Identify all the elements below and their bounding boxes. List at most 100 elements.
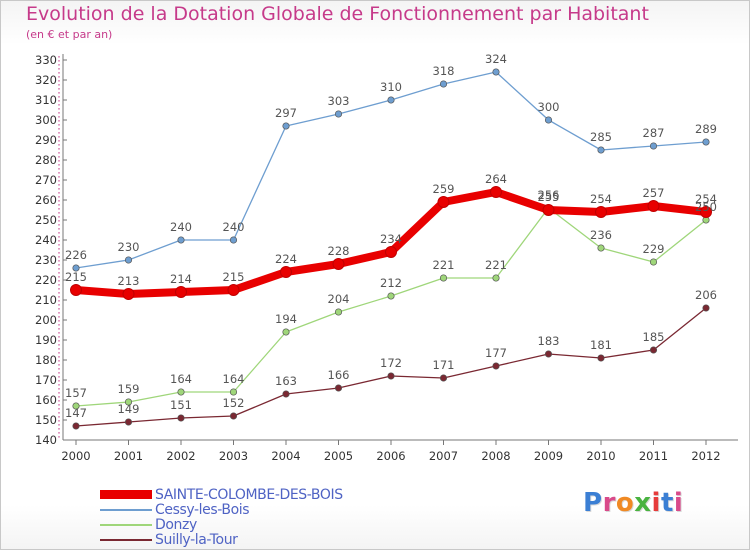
data-point-sainte-colombe-des-bois <box>122 288 135 300</box>
data-label-cessy-les-bois: 240 <box>223 220 245 234</box>
data-point-cessy-les-bois <box>229 236 238 244</box>
x-tick-label: 2009 <box>534 449 563 463</box>
data-point-donzy <box>177 388 185 396</box>
chart-subtitle: (en € et par an) <box>26 28 113 41</box>
data-point-suilly-la-tour <box>439 374 448 382</box>
data-point-suilly-la-tour <box>334 384 343 392</box>
data-point-cessy-les-bois <box>334 110 343 118</box>
y-tick-label: 150 <box>35 413 57 427</box>
data-point-sainte-colombe-des-bois <box>490 186 502 198</box>
data-point-donzy <box>72 402 80 410</box>
logo-letter: o <box>615 488 635 518</box>
series-layer <box>70 68 712 430</box>
data-label-sainte-colombe-des-bois: 259 <box>433 182 455 196</box>
logo-letter: t <box>660 488 674 518</box>
data-point-sainte-colombe-des-bois <box>332 258 345 270</box>
data-label-suilly-la-tour: 181 <box>590 338 612 352</box>
data-point-donzy <box>492 274 500 282</box>
data-label-sainte-colombe-des-bois: 257 <box>643 186 665 200</box>
data-label-cessy-les-bois: 300 <box>538 100 560 114</box>
data-label-cessy-les-bois: 310 <box>380 80 402 94</box>
x-tick-label: 2012 <box>691 449 720 463</box>
legend-item-suilly-la-tour: Suilly-la-Tour <box>100 531 238 548</box>
data-point-suilly-la-tour <box>229 412 238 420</box>
data-label-cessy-les-bois: 303 <box>328 94 350 108</box>
legend-item-cessy-les-bois: Cessy-les-Bois <box>100 501 250 518</box>
data-point-cessy-les-bois <box>124 256 133 264</box>
data-point-cessy-les-bois <box>649 142 658 150</box>
data-point-sainte-colombe-des-bois <box>542 204 555 216</box>
data-point-sainte-colombe-des-bois <box>175 286 187 298</box>
x-tick-label: 2005 <box>324 449 353 463</box>
y-tick-label: 320 <box>35 73 57 87</box>
data-point-cessy-les-bois <box>492 68 500 76</box>
data-label-suilly-la-tour: 172 <box>380 356 402 370</box>
data-point-suilly-la-tour <box>124 418 133 426</box>
y-tick-label: 160 <box>35 393 57 407</box>
data-point-suilly-la-tour <box>177 414 185 422</box>
data-point-cessy-les-bois <box>597 146 605 154</box>
data-point-suilly-la-tour <box>72 422 80 430</box>
data-label-suilly-la-tour: 163 <box>275 374 297 388</box>
data-point-donzy <box>387 292 395 300</box>
data-label-sainte-colombe-des-bois: 214 <box>170 272 192 286</box>
data-label-sainte-colombe-des-bois: 264 <box>485 172 507 186</box>
data-label-donzy: 221 <box>433 258 455 272</box>
data-label-cessy-les-bois: 285 <box>590 130 612 144</box>
data-label-donzy: 221 <box>485 258 507 272</box>
y-tick-label: 180 <box>35 353 57 367</box>
data-label-suilly-la-tour: 185 <box>643 330 665 344</box>
data-point-cessy-les-bois <box>544 116 553 124</box>
y-tick-label: 310 <box>35 93 57 107</box>
data-label-donzy: 194 <box>275 312 297 326</box>
y-tick-label: 280 <box>35 153 57 167</box>
data-point-donzy <box>439 274 448 282</box>
y-tick-label: 240 <box>35 233 57 247</box>
data-label-cessy-les-bois: 230 <box>118 240 140 254</box>
data-label-sainte-colombe-des-bois: 254 <box>590 192 612 206</box>
data-label-donzy: 229 <box>643 242 665 256</box>
legend-label: Suilly-la-Tour <box>155 531 238 548</box>
data-point-cessy-les-bois <box>282 122 290 130</box>
data-label-suilly-la-tour: 177 <box>485 346 507 360</box>
data-point-donzy <box>334 308 343 316</box>
data-label-suilly-la-tour: 147 <box>65 406 87 420</box>
data-label-sainte-colombe-des-bois: 254 <box>695 192 717 206</box>
legend-swatch <box>100 508 152 511</box>
legend-label: Cessy-les-Bois <box>155 501 250 518</box>
y-tick-label: 200 <box>35 313 57 327</box>
x-tick-label: 2007 <box>429 449 458 463</box>
legend-label: Donzy <box>155 516 197 533</box>
y-tick-label: 270 <box>35 173 57 187</box>
y-tick-label: 300 <box>35 113 57 127</box>
data-label-cessy-les-bois: 240 <box>170 220 192 234</box>
data-point-sainte-colombe-des-bois <box>280 266 292 278</box>
data-label-suilly-la-tour: 151 <box>170 398 192 412</box>
data-label-sainte-colombe-des-bois: 215 <box>223 270 245 284</box>
data-label-donzy: 256 <box>538 188 560 202</box>
data-point-sainte-colombe-des-bois <box>647 200 660 212</box>
data-label-donzy: 157 <box>65 386 87 400</box>
y-tick-label: 190 <box>35 333 57 347</box>
x-tick-label: 2003 <box>219 449 248 463</box>
data-point-cessy-les-bois <box>439 80 448 88</box>
data-label-sainte-colombe-des-bois: 255 <box>538 190 560 204</box>
legend-label: SAINTE-COLOMBE-DES-BOIS <box>155 486 343 503</box>
legend-swatch <box>100 538 152 541</box>
chart-title: Evolution de la Dotation Globale de Fonc… <box>26 3 649 25</box>
axes: 140 150 160 170 180 190 200 210 220 230 240 250 260 2… <box>35 53 738 463</box>
data-point-suilly-la-tour <box>649 346 658 354</box>
data-point-donzy <box>649 258 658 266</box>
data-label-cessy-les-bois: 318 <box>433 64 455 78</box>
data-point-donzy <box>124 398 133 406</box>
data-point-sainte-colombe-des-bois <box>437 196 450 208</box>
data-point-donzy <box>282 328 290 336</box>
data-label-suilly-la-tour: 152 <box>223 396 245 410</box>
proxiti-logo: Proxiti <box>583 488 683 518</box>
data-point-sainte-colombe-des-bois <box>595 206 607 218</box>
y-tick-label: 140 <box>35 433 57 447</box>
y-tick-label: 260 <box>35 193 57 207</box>
data-point-suilly-la-tour <box>387 372 395 380</box>
data-point-donzy <box>229 388 238 396</box>
